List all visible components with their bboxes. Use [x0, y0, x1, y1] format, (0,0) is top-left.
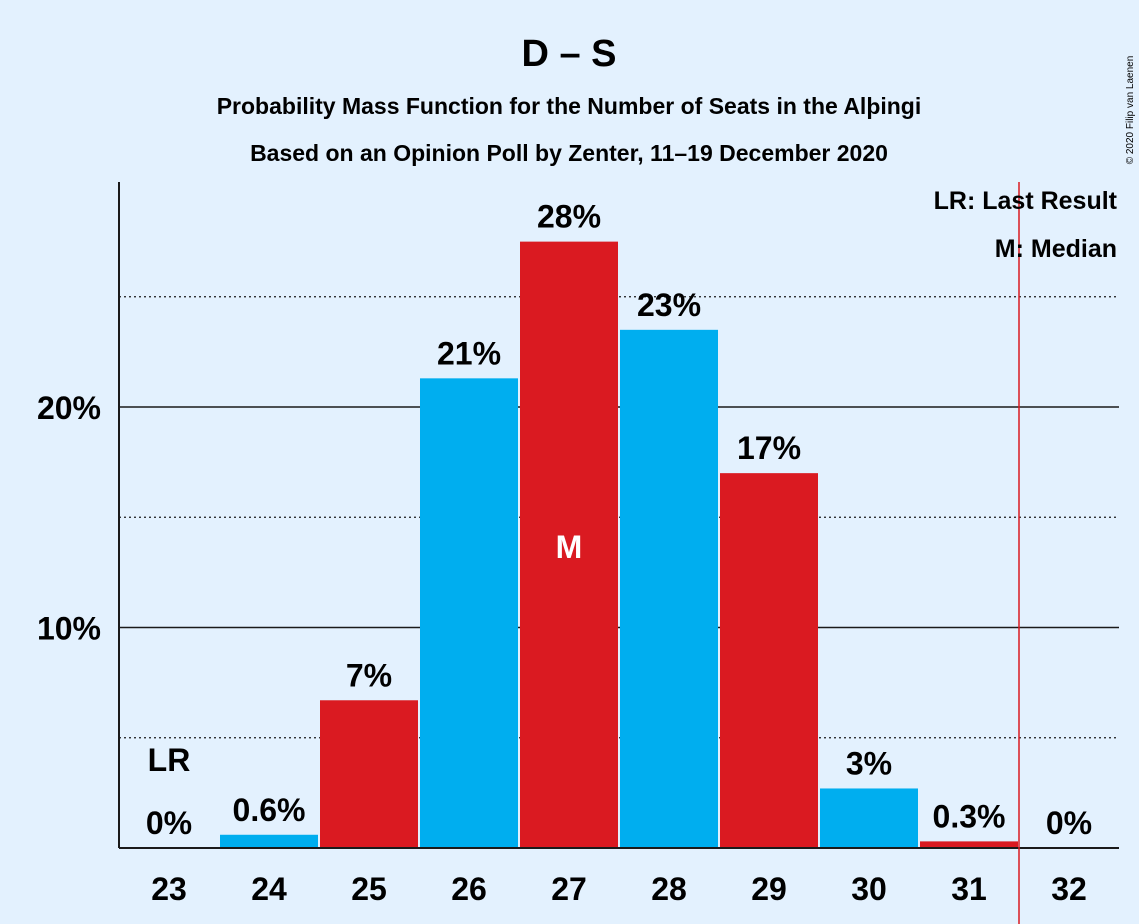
- bars: [220, 241, 1018, 848]
- y-tick-label: 20%: [37, 390, 101, 426]
- x-tick-label: 27: [551, 871, 587, 907]
- bar-value-label: 0%: [1046, 805, 1092, 841]
- copyright-text: © 2020 Filip van Laenen: [1125, 56, 1136, 165]
- legend-median: M: Median: [995, 235, 1117, 263]
- bar-labels: 0% LR 0.6% 7% 21% 28% M 23% 17% 3% 0.3% 0%: [146, 199, 1092, 841]
- bar-value-label: 0.6%: [233, 792, 306, 828]
- x-tick-label: 28: [651, 871, 687, 907]
- bar-value-label: 23%: [637, 287, 701, 323]
- y-tick-label: 10%: [37, 611, 101, 647]
- bar-seat-30: [820, 788, 918, 848]
- chart-subtitle: Probability Mass Function for the Number…: [217, 93, 922, 119]
- median-marker: M: [556, 529, 583, 565]
- bar-value-label: 7%: [346, 657, 392, 693]
- x-tick-label: 23: [151, 871, 187, 907]
- bar-seat-31: [920, 841, 1018, 848]
- bar-seat-25: [320, 700, 418, 848]
- chart-subtitle-2: Based on an Opinion Poll by Zenter, 11–1…: [250, 140, 888, 166]
- bar-seat-29: [720, 473, 818, 848]
- bar-seat-28: [620, 329, 718, 848]
- x-tick-labels: 23 24 25 26 27 28 29 30 31 32: [151, 871, 1087, 907]
- x-tick-label: 24: [251, 871, 287, 907]
- bar-value-label: 0.3%: [933, 798, 1006, 834]
- bar-seat-24: [220, 834, 318, 848]
- x-tick-label: 26: [451, 871, 487, 907]
- bar-value-label: 3%: [846, 745, 892, 781]
- y-tick-labels: 10% 20%: [37, 390, 101, 647]
- x-tick-label: 31: [951, 871, 987, 907]
- bar-seat-27: [520, 241, 618, 848]
- x-tick-label: 29: [751, 871, 787, 907]
- bar-value-label: 21%: [437, 335, 501, 371]
- last-result-marker: LR: [148, 742, 191, 778]
- x-tick-label: 32: [1051, 871, 1087, 907]
- chart-title: D – S: [521, 33, 616, 75]
- gridlines: [119, 296, 1119, 739]
- bar-seat-26: [420, 378, 518, 848]
- x-tick-label: 25: [351, 871, 387, 907]
- bar-value-label: 17%: [737, 430, 801, 466]
- legend-last-result: LR: Last Result: [934, 187, 1118, 215]
- bar-value-label: 28%: [537, 199, 601, 235]
- x-tick-label: 30: [851, 871, 887, 907]
- bar-value-label: 0%: [146, 805, 192, 841]
